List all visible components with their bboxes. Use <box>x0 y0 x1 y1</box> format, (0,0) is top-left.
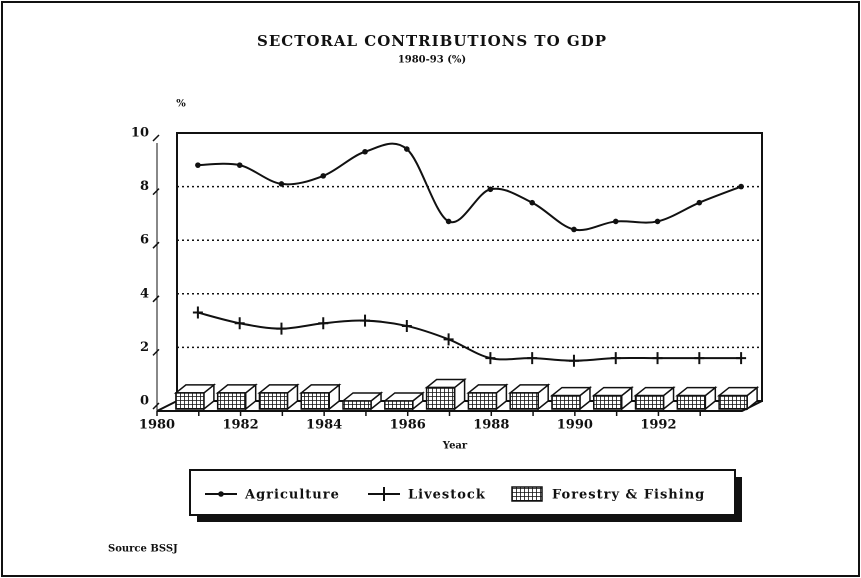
marker <box>276 322 287 335</box>
bar <box>175 392 205 410</box>
x-tick-label: 1980 <box>139 418 175 433</box>
legend-label: Livestock <box>408 488 486 503</box>
x-tick-label: 1986 <box>390 418 426 433</box>
marker <box>654 218 661 225</box>
bar <box>216 392 247 410</box>
bar <box>676 394 707 410</box>
marker <box>318 317 329 330</box>
marker <box>694 352 705 365</box>
x-tick-label: 1984 <box>306 418 342 433</box>
y-tick-label: 6 <box>140 233 149 248</box>
marker <box>571 226 577 233</box>
bar <box>258 392 289 410</box>
y-tick <box>152 188 160 196</box>
marker <box>362 148 368 155</box>
marker <box>568 354 579 367</box>
marker <box>192 306 203 319</box>
marker <box>527 352 538 365</box>
x-tick-label: 1988 <box>473 418 509 433</box>
y-tick <box>152 241 160 249</box>
line <box>197 142 742 232</box>
marker <box>320 173 327 179</box>
legend-label: Forestry & Fishing <box>552 488 705 503</box>
marker <box>401 319 412 332</box>
marker <box>612 218 619 225</box>
marker <box>736 352 747 365</box>
marker <box>738 183 744 190</box>
bar <box>509 392 539 410</box>
marker <box>278 181 285 187</box>
legend-label: Agriculture <box>244 488 340 503</box>
chart-subtitle: 1980-93 (%) <box>398 55 466 66</box>
y-tick-label: 2 <box>140 340 149 355</box>
y-tick-label: 0 <box>140 394 149 409</box>
marker <box>610 352 621 365</box>
y-tick <box>152 134 160 142</box>
y-tick <box>152 402 160 410</box>
marker <box>404 146 410 152</box>
x-tick-label: 1990 <box>557 418 593 433</box>
chart-title: SECTORAL CONTRIBUTIONS TO GDP <box>257 32 607 50</box>
y-tick-label: 8 <box>140 179 149 194</box>
x-tick-label: 1982 <box>222 418 258 433</box>
legend-box <box>189 469 736 516</box>
bar <box>551 394 581 410</box>
marker <box>445 218 452 225</box>
marker <box>234 317 245 330</box>
x-axis-label: Year <box>442 441 468 452</box>
bar <box>425 386 456 410</box>
marker <box>487 186 494 193</box>
bar <box>593 394 623 410</box>
marker <box>652 352 663 365</box>
y-tick <box>152 348 160 356</box>
bar <box>342 400 372 410</box>
x-tick-label: 1992 <box>640 418 676 433</box>
legend-marker <box>218 491 224 497</box>
y-tick <box>152 295 160 303</box>
marker <box>443 333 454 346</box>
bar <box>467 392 498 410</box>
marker <box>529 199 535 206</box>
bar <box>718 394 748 410</box>
bar <box>634 394 665 410</box>
marker <box>696 199 703 206</box>
marker <box>236 162 243 168</box>
bar <box>300 392 330 410</box>
marker <box>195 162 201 168</box>
legend-swatch <box>511 486 543 502</box>
y-tick-label: 4 <box>140 286 149 301</box>
y-tick-label: 10 <box>131 126 149 141</box>
source-note: Source BSSJ <box>108 544 178 555</box>
y-axis-label: % <box>176 99 186 110</box>
bar <box>384 400 414 410</box>
marker <box>360 314 371 327</box>
marker <box>485 352 496 365</box>
